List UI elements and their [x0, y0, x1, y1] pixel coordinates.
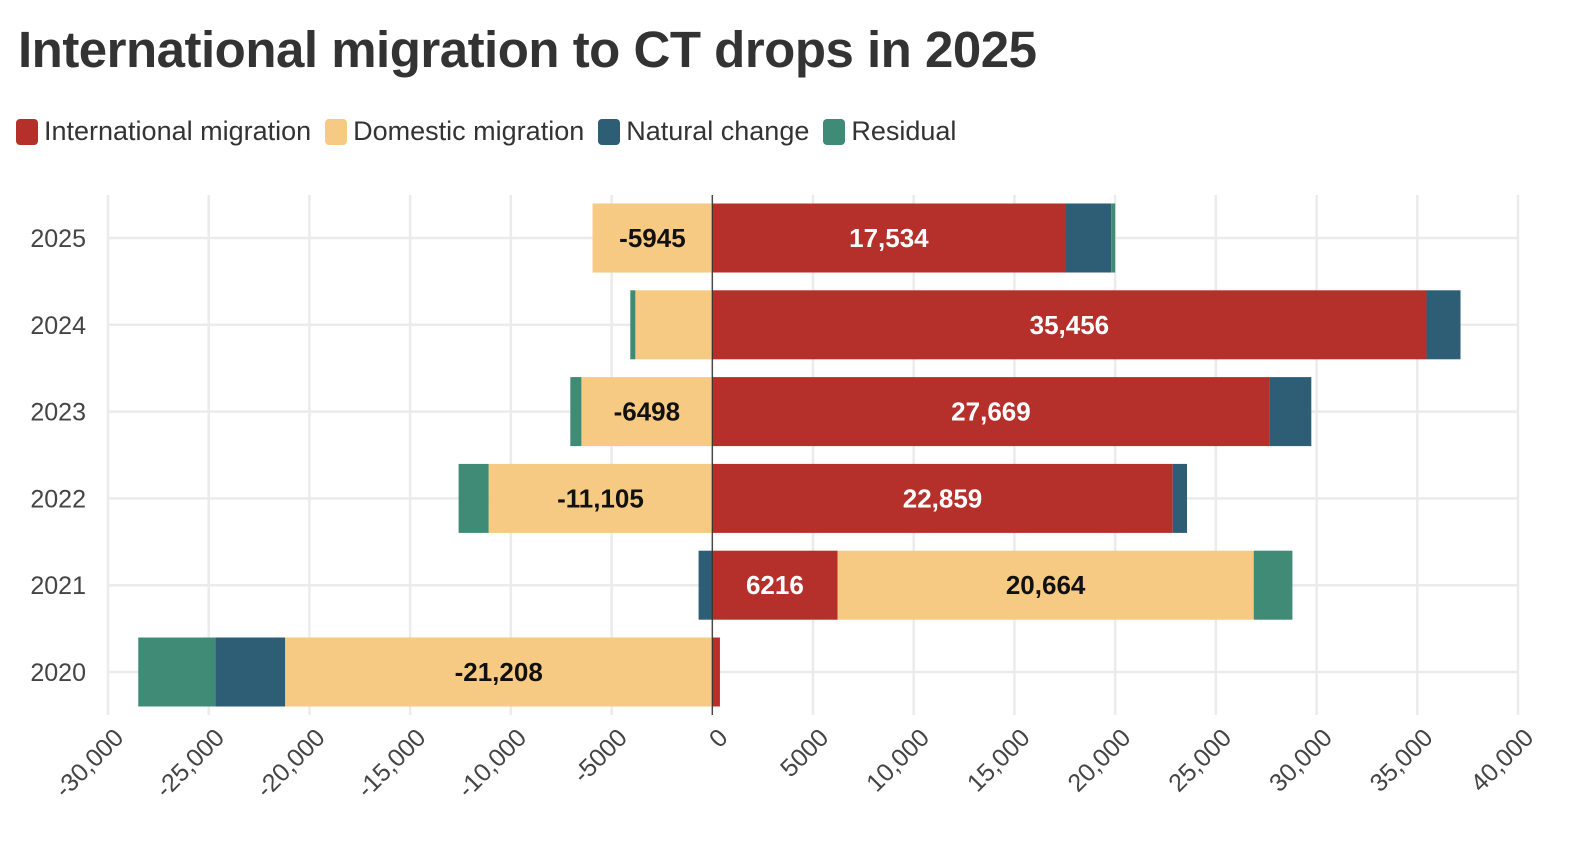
bar-dom-2023 [581, 377, 713, 447]
chart-title: International migration to CT drops in 2… [18, 21, 1037, 78]
legend-label: International migration [44, 116, 312, 146]
x-tick-label: -30,000 [49, 724, 129, 804]
bar-nat-2025 [1065, 203, 1112, 273]
x-tick-label: -25,000 [150, 724, 230, 804]
x-tick-label: 20,000 [1062, 724, 1136, 798]
bar-res-2024 [630, 290, 636, 360]
x-tick-label: -5000 [568, 724, 633, 789]
bar-nat-2024 [1426, 290, 1461, 360]
y-tick-label: 2020 [30, 659, 86, 687]
bar-intl-2020 [712, 637, 720, 707]
data-label: -11,105 [557, 483, 644, 513]
bar-nat-2023 [1269, 377, 1312, 447]
bar-res-2021 [1253, 550, 1293, 620]
legend-swatch [16, 118, 38, 145]
data-label: 6216 [746, 570, 804, 600]
legend-swatch [598, 118, 621, 145]
bar-res-2020 [138, 637, 216, 707]
bar-intl-2025 [712, 203, 1066, 273]
bar-nat-2020 [215, 637, 286, 707]
legend-item-residual: Residual [823, 116, 956, 147]
legend-swatch [823, 118, 846, 145]
x-tick-label: 35,000 [1365, 724, 1439, 798]
x-tick-label: -10,000 [452, 724, 532, 804]
bar-intl-2023 [712, 377, 1270, 447]
bar-dom-2025 [592, 203, 713, 273]
x-tick-label: 10,000 [861, 724, 935, 798]
x-tick-label: 15,000 [962, 724, 1036, 798]
bar-nat-2022 [1172, 463, 1188, 533]
x-tick-label: 0 [704, 724, 734, 754]
legend-item-international: International migration [16, 116, 311, 147]
data-label: -5945 [619, 223, 686, 253]
x-tick-label: 5000 [775, 724, 834, 783]
data-label: 17,534 [849, 223, 929, 253]
data-label: 35,456 [1030, 310, 1110, 340]
bar-res-2022 [458, 463, 489, 533]
bar-intl-2021 [712, 550, 838, 620]
y-tick-label: 2023 [30, 399, 86, 427]
data-label: -6498 [614, 397, 681, 427]
legend-swatch [325, 118, 348, 145]
y-tick-label: 2024 [30, 312, 86, 340]
bar-dom-2021 [837, 550, 1254, 620]
x-tick-label: 40,000 [1465, 724, 1539, 798]
bar-res-2023 [570, 377, 582, 447]
x-tick-label: 25,000 [1163, 724, 1237, 798]
x-tick-label: -20,000 [251, 724, 331, 804]
y-tick-label: 2022 [30, 485, 86, 513]
bar-intl-2024 [712, 290, 1427, 360]
y-tick-label: 2021 [30, 572, 86, 600]
bar-dom-2022 [488, 463, 713, 533]
data-label: 27,669 [951, 397, 1031, 427]
x-tick-label: 30,000 [1264, 724, 1338, 798]
bar-dom-2020 [285, 637, 713, 707]
x-tick-label: -15,000 [352, 724, 432, 804]
legend-label: Domestic migration [353, 116, 585, 146]
data-label: 20,664 [1006, 570, 1086, 600]
y-tick-label: 2025 [30, 225, 86, 253]
legend-label: Residual [851, 116, 957, 146]
legend-label: Natural change [626, 116, 810, 146]
bar-res-2025 [1111, 203, 1116, 273]
bar-intl-2022 [712, 463, 1173, 533]
bar-dom-2024 [635, 290, 713, 360]
legend: International migration Domestic migrati… [16, 116, 956, 147]
data-label: 22,859 [903, 483, 983, 513]
data-label: -21,208 [455, 657, 543, 687]
bar-nat-2021 [698, 550, 713, 620]
legend-item-domestic: Domestic migration [325, 116, 584, 147]
legend-item-natural: Natural change [598, 116, 809, 147]
